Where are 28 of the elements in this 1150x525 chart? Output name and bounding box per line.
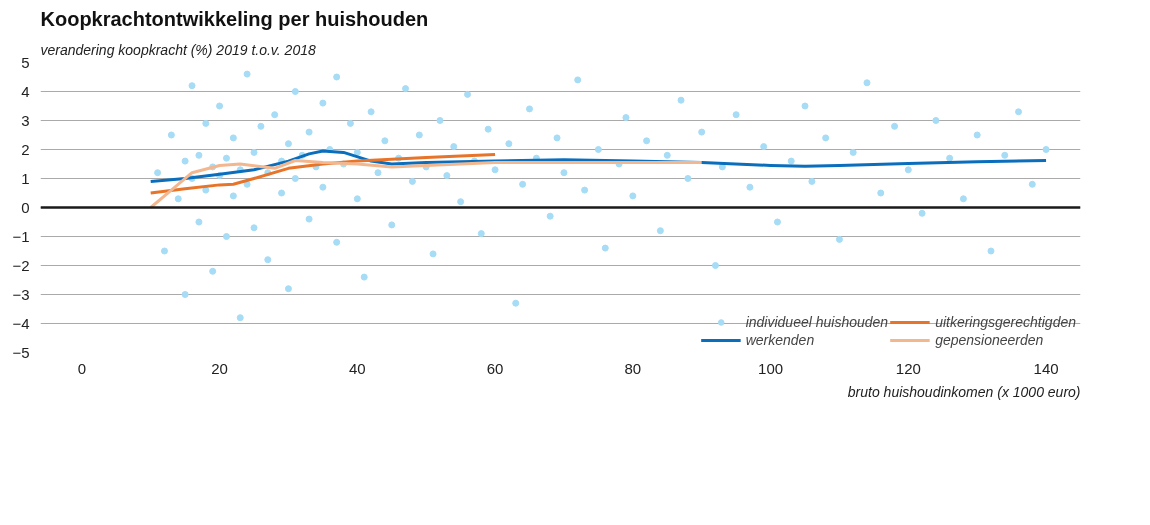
line-series <box>149 159 704 209</box>
x-tick-label: 80 <box>624 359 642 377</box>
y-tick-label: 1 <box>21 169 30 187</box>
y-tick-label: 5 <box>21 53 30 71</box>
y-tick-label: −2 <box>12 256 30 274</box>
y-tick-label: 0 <box>21 198 30 216</box>
y-tick-label: −3 <box>12 285 30 303</box>
x-tick-label: 120 <box>895 359 921 377</box>
x-tick-label: 140 <box>1033 359 1059 377</box>
y-tick-label: 2 <box>21 140 30 158</box>
y-axis-title: verandering koopkracht (%) 2019 t.o.v. 2018 <box>40 41 316 58</box>
x-tick-label: 100 <box>758 359 784 377</box>
line-series <box>149 152 497 195</box>
y-tick-label: −1 <box>12 227 30 245</box>
x-axis-title: bruto huishoudinkomen (x 1000 euro) <box>847 383 1081 400</box>
y-tick-label: 3 <box>21 111 30 129</box>
y-tick-label: 4 <box>21 82 30 100</box>
legend-label: gepensioneerden <box>935 332 1044 348</box>
legend-label: individueel huishouden <box>745 314 889 330</box>
legend-label: werkenden <box>745 332 815 348</box>
x-tick-label: 40 <box>348 359 366 377</box>
legend-label: uitkeringsgerechtigden <box>935 314 1076 330</box>
chart-title: Koopkrachtontwikkeling per huishouden <box>40 7 429 30</box>
x-tick-label: 0 <box>77 359 86 377</box>
x-tick-label: 20 <box>211 359 228 377</box>
x-tick-label: 60 <box>486 359 504 377</box>
y-tick-label: −5 <box>12 343 30 361</box>
y-tick-label: −4 <box>12 314 30 332</box>
